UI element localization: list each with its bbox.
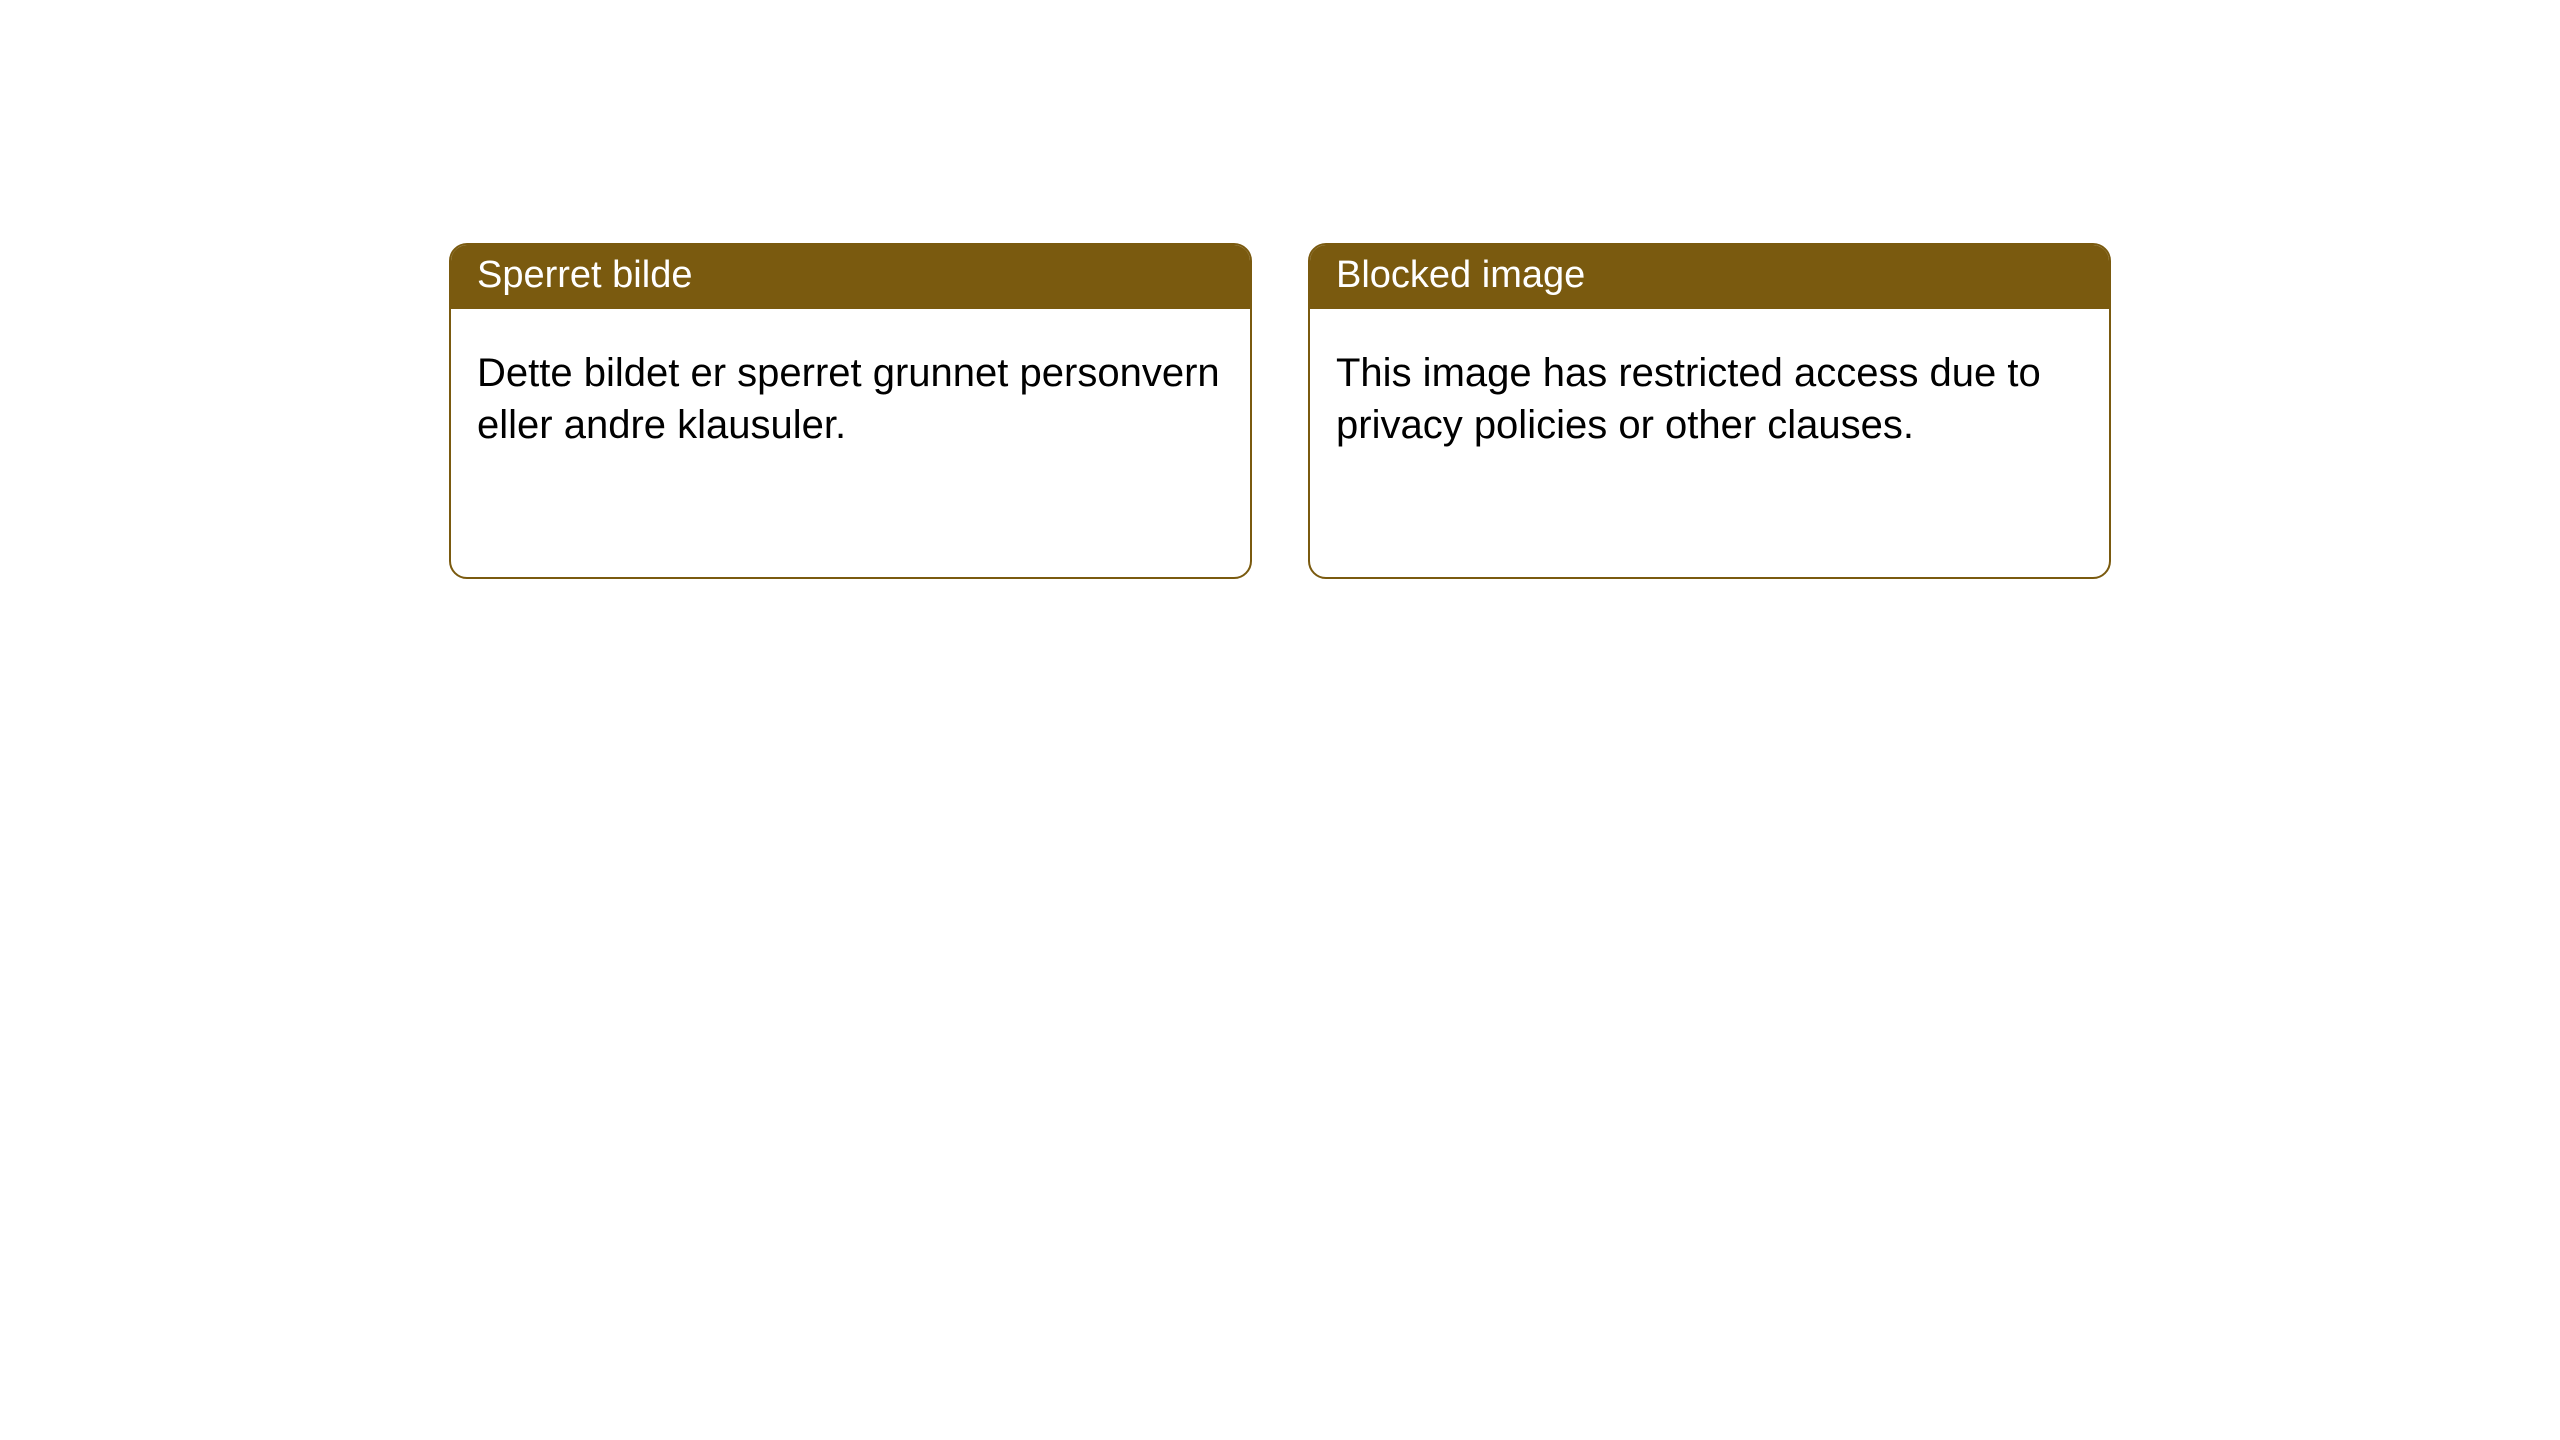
notice-container: Sperret bilde Dette bildet er sperret gr… xyxy=(449,243,2111,579)
notice-header-norwegian: Sperret bilde xyxy=(451,245,1250,309)
notice-body-english: This image has restricted access due to … xyxy=(1310,309,2109,477)
notice-box-norwegian: Sperret bilde Dette bildet er sperret gr… xyxy=(449,243,1252,579)
notice-body-norwegian: Dette bildet er sperret grunnet personve… xyxy=(451,309,1250,477)
notice-box-english: Blocked image This image has restricted … xyxy=(1308,243,2111,579)
notice-header-english: Blocked image xyxy=(1310,245,2109,309)
